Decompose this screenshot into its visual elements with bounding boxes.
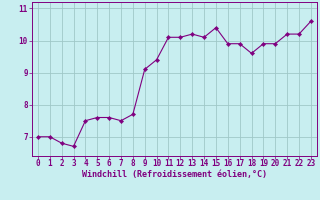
X-axis label: Windchill (Refroidissement éolien,°C): Windchill (Refroidissement éolien,°C) [82,170,267,179]
